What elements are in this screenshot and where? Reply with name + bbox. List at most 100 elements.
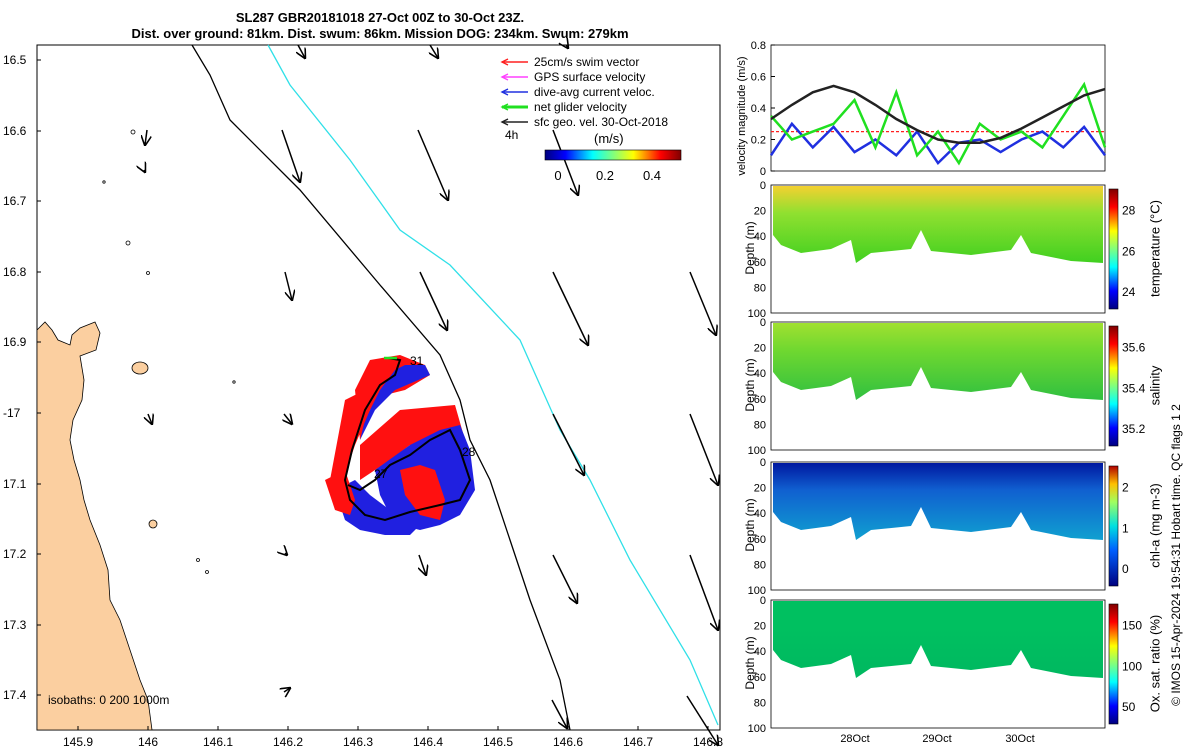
- section-panel-temperature: 0 20 40 60 80 100 28 26 24: [748, 180, 1136, 320]
- depth-axis-label: Depth (m): [743, 498, 757, 552]
- depth-tick-label: 20: [754, 483, 766, 495]
- legend-arrowhead: [500, 103, 509, 111]
- depth-tick-label: 0: [760, 180, 766, 192]
- legend-label: 25cm/s swim vector: [534, 55, 639, 69]
- depth-tick-label: 0: [760, 317, 766, 329]
- current-arrow: [686, 695, 718, 745]
- time-tick-label: 30Oct: [1005, 733, 1034, 745]
- colorbar-tick: 150: [1122, 619, 1142, 633]
- land-mass: [36, 321, 153, 731]
- track-label-27: 27: [374, 467, 388, 481]
- depth-tick-label: 20: [754, 621, 766, 633]
- current-arrow: [689, 413, 718, 485]
- legend-arrowhead: [500, 58, 509, 66]
- depth-tick-label: 20: [754, 206, 766, 218]
- colorbar-tick: 1: [1122, 521, 1129, 535]
- lon-tick-label: 146.5: [483, 735, 513, 749]
- section-data-field: [773, 601, 1103, 678]
- colorbar-tick: 0.4: [643, 168, 661, 183]
- reef-speck: [146, 271, 150, 275]
- current-arrow: [689, 271, 716, 335]
- ts-ytick-label: 0.8: [751, 40, 766, 52]
- current-arrow: [145, 129, 147, 145]
- section-data-field: [773, 463, 1103, 540]
- depth-tick-label: 100: [748, 308, 766, 320]
- section-panel-chl-a: 0 20 40 60 80 100 2 1 0: [748, 457, 1129, 597]
- copyright-note: © IMOS 15-Apr-2024 19:54:31 Hobart time.…: [1169, 404, 1183, 706]
- reef-speck: [102, 180, 106, 184]
- ts-ytick-label: 0.4: [751, 103, 766, 115]
- section-colorbar: [1108, 603, 1119, 725]
- current-arrow: [552, 129, 578, 195]
- track-label-31: 31: [410, 354, 424, 368]
- colorbar-tick: 0: [554, 168, 561, 183]
- lon-tick-label: 146: [138, 735, 158, 749]
- depth-tick-label: 60: [754, 534, 766, 546]
- depth-tick-label: 60: [754, 672, 766, 684]
- lon-tick-label: 146.6: [553, 735, 583, 749]
- section-data-field: [773, 186, 1103, 263]
- colorbar-tick: 100: [1122, 659, 1142, 673]
- track-label-28: 28: [462, 445, 476, 459]
- depth-tick-label: 100: [748, 723, 766, 735]
- reef-speck: [232, 380, 236, 384]
- ts-series-line: [770, 81, 1107, 166]
- section-panel-oxygen: 0 20 40 60 80 100 150 100 50: [748, 595, 1143, 735]
- reef-speck: [130, 129, 136, 135]
- depth-tick-label: 40: [754, 646, 766, 658]
- legend-arrowhead: [500, 73, 509, 81]
- depth-tick-label: 80: [754, 697, 766, 709]
- colorbar-tick: 2: [1122, 481, 1129, 495]
- current-arrow: [298, 44, 305, 58]
- lat-tick-label: 17.1: [3, 477, 27, 491]
- lat-tick-label: 16.7: [3, 194, 27, 208]
- legend-arrowhead: [500, 118, 509, 126]
- lon-tick-label: 146.4: [413, 735, 443, 749]
- reef-speck: [196, 558, 200, 562]
- colorbar-tick: 0.2: [596, 168, 614, 183]
- lat-tick-label: -17: [3, 406, 21, 420]
- depth-axis-label: Depth (m): [743, 358, 757, 412]
- current-arrow: [430, 44, 438, 58]
- lat-tick-label: 17.3: [3, 618, 27, 632]
- depth-tick-label: 60: [754, 394, 766, 406]
- lat-tick-label: 17.2: [3, 547, 27, 561]
- current-arrow: [284, 271, 292, 300]
- time-tick-label: 29Oct: [922, 733, 951, 745]
- legend-label: sfc geo. vel. 30-Oct-2018: [534, 115, 668, 129]
- current-arrow: [419, 554, 426, 575]
- ts-ytick-label: 0: [760, 166, 766, 178]
- depth-tick-label: 40: [754, 368, 766, 380]
- colorbar-label: chl-a (mg m-3): [1147, 483, 1163, 568]
- ts-ytick-label: 0.2: [751, 135, 766, 147]
- ts-series-line: [770, 84, 1106, 144]
- depth-tick-label: 60: [754, 257, 766, 269]
- depth-tick-label: 80: [754, 282, 766, 294]
- depth-tick-label: 80: [754, 559, 766, 571]
- reef-speck: [125, 240, 131, 246]
- island: [148, 519, 158, 529]
- colorbar-label: Ox. sat. ratio (%): [1147, 614, 1163, 713]
- current-arrow: [417, 129, 448, 200]
- depth-axis-label: Depth (m): [743, 221, 757, 275]
- depth-tick-label: 20: [754, 343, 766, 355]
- current-arrow: [284, 414, 292, 424]
- colorbar-unit: (m/s): [594, 131, 624, 146]
- lat-tick-label: 16.6: [3, 124, 27, 138]
- isobath-200: [191, 44, 571, 731]
- legend-scale-label: 4h: [505, 128, 518, 142]
- lon-tick-label: 146.7: [623, 735, 653, 749]
- depth-tick-label: 100: [748, 585, 766, 597]
- lon-tick-label: 146.1: [203, 735, 233, 749]
- speed-colorbar: [544, 149, 682, 161]
- depth-tick-label: 40: [754, 508, 766, 520]
- colorbar-label: salinity: [1147, 365, 1163, 406]
- current-arrow: [689, 554, 718, 630]
- isobaths-label: isobaths: 0 200 1000m: [48, 693, 169, 707]
- current-arrow: [552, 554, 577, 603]
- island: [131, 361, 149, 375]
- lon-tick-label: 146.2: [273, 735, 303, 749]
- velocity-timeseries: 0 0.2 0.4 0.6 0.8: [751, 40, 1107, 178]
- colorbar-tick: 35.6: [1122, 341, 1146, 355]
